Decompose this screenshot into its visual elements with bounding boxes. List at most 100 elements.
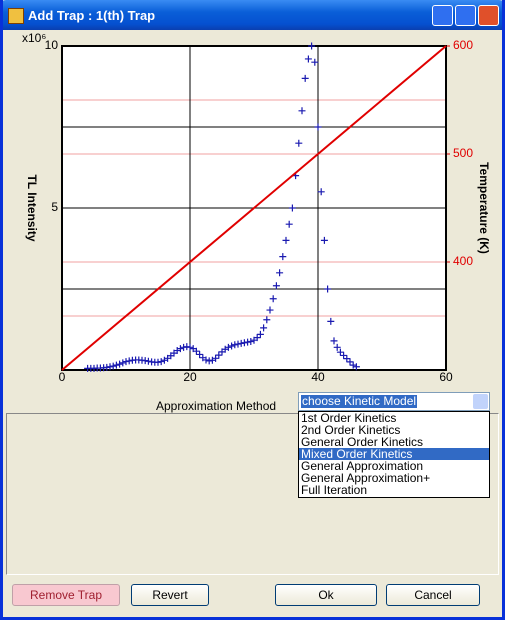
data-point: [215, 351, 223, 359]
data-point: [330, 337, 338, 345]
data-point: [231, 341, 239, 349]
button[interactable]: Revert: [131, 584, 209, 606]
data-point: [285, 220, 293, 228]
data-point: [349, 361, 357, 369]
data-point: [343, 355, 351, 363]
dropdown-option[interactable]: Full Iteration: [301, 483, 368, 497]
approx-label: Approximation Method: [156, 399, 277, 413]
data-point: [247, 337, 255, 345]
plot-border: [61, 45, 447, 371]
data-point: [109, 362, 117, 370]
data-point: [272, 282, 280, 290]
dropdown-option[interactable]: General Approximation+: [301, 471, 431, 485]
data-point: [183, 343, 191, 351]
data-point: [106, 363, 114, 371]
data-point: [176, 345, 184, 353]
data-point: [314, 123, 322, 131]
data-point: [186, 343, 194, 351]
data-point: [119, 359, 127, 367]
data-point: [324, 285, 332, 293]
y2-tick-label: 500: [453, 146, 473, 160]
y-axis-label: TL Intensity: [25, 174, 39, 241]
dropdown-arrow[interactable]: [473, 394, 488, 409]
dropdown-option[interactable]: General Approximation: [301, 459, 424, 473]
y2-tick-label: 600: [453, 38, 473, 52]
data-point: [311, 58, 319, 66]
button[interactable]: Remove Trap: [12, 584, 120, 606]
data-point: [228, 342, 236, 350]
data-point: [263, 316, 271, 324]
chart: 5 10 400 500 600 0 20 40 60 x10⁶ TL Intensity Tempe…: [22, 31, 491, 384]
data-point: [352, 363, 360, 371]
y2-tick-label: 400: [453, 254, 473, 268]
dropdown-selected: choose Kinetic Model: [301, 394, 418, 408]
x-tick-label: 20: [183, 370, 197, 384]
dropdown[interactable]: choose Kinetic Model: [298, 392, 490, 411]
button[interactable]: Ok: [275, 584, 377, 606]
data-point: [282, 236, 290, 244]
data-point: [327, 317, 335, 325]
data-point: [346, 358, 354, 366]
data-point: [317, 188, 325, 196]
data-point: [301, 74, 309, 82]
data-point: [308, 42, 316, 50]
title-bar: Add Trap : 1(th) Trap: [3, 0, 502, 30]
data-point: [212, 354, 220, 362]
data-point: [288, 204, 296, 212]
data-point: [224, 343, 232, 351]
data-point: [237, 339, 245, 347]
data-point: [279, 253, 287, 261]
data-point: [234, 340, 242, 348]
data-point: [260, 324, 268, 332]
y-tick-label: 10: [45, 38, 59, 52]
data-point: [320, 236, 328, 244]
x-tick-label: 0: [59, 370, 66, 384]
data-point: [196, 350, 204, 358]
maximize-button[interactable]: [455, 5, 476, 26]
data-point: [240, 339, 248, 347]
y2-axis-label: Temperature (K): [477, 162, 491, 254]
data-point: [269, 295, 277, 303]
data-point: [112, 361, 120, 369]
data-point: [244, 338, 252, 346]
x-tick-label: 40: [311, 370, 325, 384]
window-title: Add Trap : 1(th) Trap: [28, 8, 156, 23]
button[interactable]: Cancel: [386, 584, 480, 606]
data-point: [116, 360, 124, 368]
dropdown-list: 1st Order Kinetics 2nd Order Kinetics Gene…: [298, 411, 490, 498]
dropdown-option[interactable]: 1st Order Kinetics: [301, 411, 397, 425]
data-point: [144, 357, 152, 365]
minimize-button[interactable]: [432, 5, 453, 26]
dropdown-option[interactable]: General Order Kinetics: [301, 435, 424, 449]
data-point: [125, 357, 133, 365]
data-point: [266, 306, 274, 314]
data-point: [157, 358, 165, 366]
data-point: [340, 351, 348, 359]
y-scale-label: x10⁶: [22, 31, 46, 45]
y-tick-label: 5: [51, 200, 58, 214]
data-point: [192, 347, 200, 355]
data-point: [304, 55, 312, 63]
data-point: [180, 343, 188, 351]
data-point: [154, 358, 162, 366]
data-point: [205, 357, 213, 365]
dropdown-option[interactable]: 2nd Order Kinetics: [301, 423, 401, 437]
panel: [6, 413, 499, 575]
data-point: [253, 334, 261, 342]
data-point: [141, 357, 149, 365]
data-point: [336, 348, 344, 356]
data-point: [295, 139, 303, 147]
window-icon: [8, 8, 24, 24]
data-point: [333, 343, 341, 351]
close-button[interactable]: [478, 5, 499, 26]
data-point: [298, 107, 306, 115]
data-point: [103, 363, 111, 371]
data-point: [276, 269, 284, 277]
data-point: [122, 358, 130, 366]
x-tick-label: 60: [439, 370, 453, 384]
dropdown-option[interactable]: Mixed Order Kinetics: [299, 448, 489, 460]
data-point: [202, 356, 210, 364]
data-point: [256, 330, 264, 338]
temperature-line: [61, 45, 447, 371]
